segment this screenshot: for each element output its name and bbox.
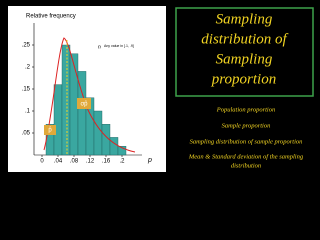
slide: Relative frequency .05 .1 .15 .2 .25 0 .04 .08 .1… — [8, 6, 314, 172]
topic: Sampling distribution of sample proporti… — [190, 138, 303, 145]
annotation-box — [77, 98, 91, 109]
title-box — [175, 7, 314, 97]
y-tick-label: .15 — [22, 87, 31, 93]
x-tick-label: .04 — [54, 159, 63, 165]
annotation: Any value in [.1, .9] — [104, 44, 134, 48]
y-tick-label: .25 — [22, 43, 31, 49]
bar — [117, 145, 127, 156]
slide-title: Sampling — [216, 11, 273, 27]
bar — [69, 53, 79, 156]
slide-title: Sampling — [216, 51, 273, 67]
annotation-box — [44, 125, 56, 135]
bar — [101, 123, 111, 156]
x-tick-label: 0 — [40, 159, 44, 165]
bar — [61, 44, 71, 156]
y-tick-label: .2 — [25, 65, 31, 71]
x-tick-label: .12 — [86, 159, 95, 165]
bar — [93, 110, 103, 156]
topic: Population proportion — [216, 106, 275, 113]
y-tick-label: .1 — [25, 109, 31, 115]
topic: distribution — [231, 162, 261, 169]
bar — [53, 84, 63, 156]
density-curve — [43, 37, 136, 153]
x-axis-label: p — [147, 157, 152, 164]
x-tick-label: .16 — [102, 159, 111, 165]
annotation: n — [98, 44, 101, 50]
annotation: p̂ — [48, 128, 52, 134]
slide-title: proportion — [211, 71, 276, 87]
y-tick-label: .05 — [22, 131, 31, 137]
y-axis-label: Relative frequency — [26, 14, 76, 20]
x-tick-label: .2 — [119, 159, 125, 165]
slide-title: distribution of — [201, 31, 288, 47]
topic: Sample proportion — [222, 122, 271, 129]
bar — [109, 137, 119, 156]
annotation: σp̂ — [80, 102, 88, 108]
x-tick-label: .08 — [70, 159, 79, 165]
topic: Mean & Standard deviation of the samplin… — [188, 153, 304, 160]
